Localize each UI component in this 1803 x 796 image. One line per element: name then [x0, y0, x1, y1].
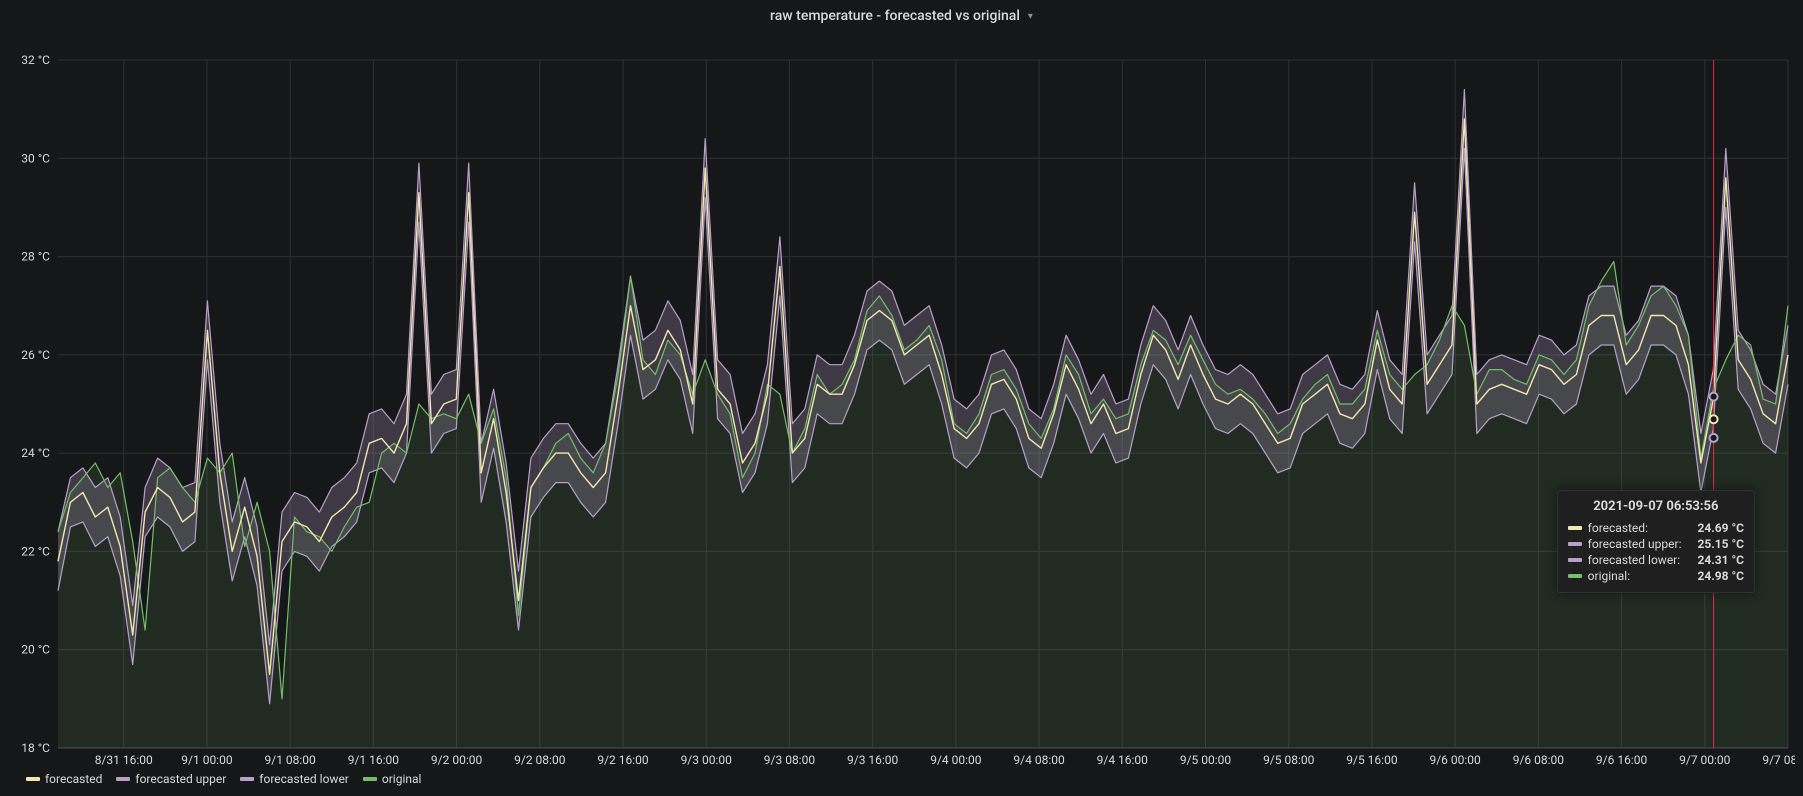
legend-swatch	[26, 777, 40, 781]
svg-text:18 °C: 18 °C	[21, 741, 50, 755]
panel-title: raw temperature - forecasted vs original	[770, 8, 1020, 24]
svg-text:9/3 08:00: 9/3 08:00	[764, 753, 816, 767]
tooltip-timestamp: 2021-09-07 06:53:56	[1568, 499, 1744, 514]
svg-text:9/2 00:00: 9/2 00:00	[431, 753, 483, 767]
tooltip-swatch	[1568, 526, 1582, 530]
svg-text:9/6 16:00: 9/6 16:00	[1596, 753, 1648, 767]
svg-text:22 °C: 22 °C	[21, 544, 50, 558]
tooltip-swatch	[1568, 558, 1582, 562]
svg-text:9/5 00:00: 9/5 00:00	[1180, 753, 1232, 767]
panel-header[interactable]: raw temperature - forecasted vs original…	[8, 4, 1795, 28]
svg-text:24 °C: 24 °C	[21, 446, 50, 460]
chart-panel: raw temperature - forecasted vs original…	[0, 0, 1803, 796]
legend-swatch	[363, 777, 377, 781]
chart-area[interactable]: 18 °C 20 °C 22 °C 24 °C 26 °C 28 °C 30 °C 32 °C…	[8, 28, 1795, 768]
svg-text:9/7 00:00: 9/7 00:00	[1679, 753, 1731, 767]
legend-label: original	[382, 772, 422, 786]
legend: forecasted forecasted upper forecasted low…	[8, 768, 1795, 788]
tooltip-label: forecasted lower:	[1588, 553, 1680, 567]
tooltip-row: forecasted lower: 24.31 °C	[1568, 552, 1744, 568]
svg-text:32 °C: 32 °C	[21, 53, 50, 67]
svg-text:9/6 08:00: 9/6 08:00	[1513, 753, 1565, 767]
legend-item-forecasted-lower[interactable]: forecasted lower	[240, 772, 349, 786]
svg-text:20 °C: 20 °C	[21, 643, 50, 657]
tooltip-row: forecasted: 24.69 °C	[1568, 520, 1744, 536]
svg-text:9/1 00:00: 9/1 00:00	[181, 753, 233, 767]
svg-text:9/4 08:00: 9/4 08:00	[1013, 753, 1065, 767]
svg-text:9/4 16:00: 9/4 16:00	[1097, 753, 1149, 767]
legend-item-forecasted[interactable]: forecasted	[26, 772, 102, 786]
timeseries-chart: 18 °C 20 °C 22 °C 24 °C 26 °C 28 °C 30 °C 32 °C…	[8, 28, 1795, 768]
tooltip-label: forecasted:	[1588, 521, 1648, 535]
tooltip-label: original:	[1588, 569, 1630, 583]
tooltip-value: 24.69 °C	[1697, 521, 1744, 535]
legend-item-forecasted-upper[interactable]: forecasted upper	[116, 772, 226, 786]
svg-text:9/5 08:00: 9/5 08:00	[1263, 753, 1315, 767]
tooltip-value: 24.31 °C	[1697, 553, 1744, 567]
svg-text:8/31 16:00: 8/31 16:00	[95, 753, 153, 767]
svg-text:9/3 16:00: 9/3 16:00	[847, 753, 899, 767]
hover-tooltip: 2021-09-07 06:53:56 forecasted:24.69 °Cf…	[1557, 490, 1755, 593]
legend-label: forecasted lower	[259, 772, 349, 786]
svg-text:9/2 08:00: 9/2 08:00	[514, 753, 566, 767]
tooltip-value: 25.15 °C	[1697, 537, 1744, 551]
svg-text:9/2 16:00: 9/2 16:00	[597, 753, 649, 767]
legend-swatch	[240, 777, 254, 781]
legend-swatch	[116, 777, 130, 781]
tooltip-swatch	[1568, 574, 1582, 578]
chevron-down-icon: ▾	[1028, 11, 1033, 22]
svg-text:9/7 08:00: 9/7 08:00	[1762, 753, 1795, 767]
tooltip-value: 24.98 °C	[1697, 569, 1744, 583]
svg-text:9/4 00:00: 9/4 00:00	[930, 753, 982, 767]
svg-text:9/5 16:00: 9/5 16:00	[1346, 753, 1398, 767]
svg-text:9/1 16:00: 9/1 16:00	[348, 753, 400, 767]
svg-text:30 °C: 30 °C	[21, 151, 50, 165]
tooltip-swatch	[1568, 542, 1582, 546]
svg-text:26 °C: 26 °C	[21, 348, 50, 362]
tooltip-row: forecasted upper: 25.15 °C	[1568, 536, 1744, 552]
svg-text:9/1 08:00: 9/1 08:00	[265, 753, 317, 767]
tooltip-label: forecasted upper:	[1588, 537, 1682, 551]
tooltip-row: original: 24.98 °C	[1568, 568, 1744, 584]
svg-text:9/3 00:00: 9/3 00:00	[681, 753, 733, 767]
legend-item-original[interactable]: original	[363, 772, 422, 786]
svg-text:9/6 00:00: 9/6 00:00	[1429, 753, 1481, 767]
legend-label: forecasted upper	[135, 772, 226, 786]
svg-text:28 °C: 28 °C	[21, 250, 50, 264]
legend-label: forecasted	[45, 772, 102, 786]
